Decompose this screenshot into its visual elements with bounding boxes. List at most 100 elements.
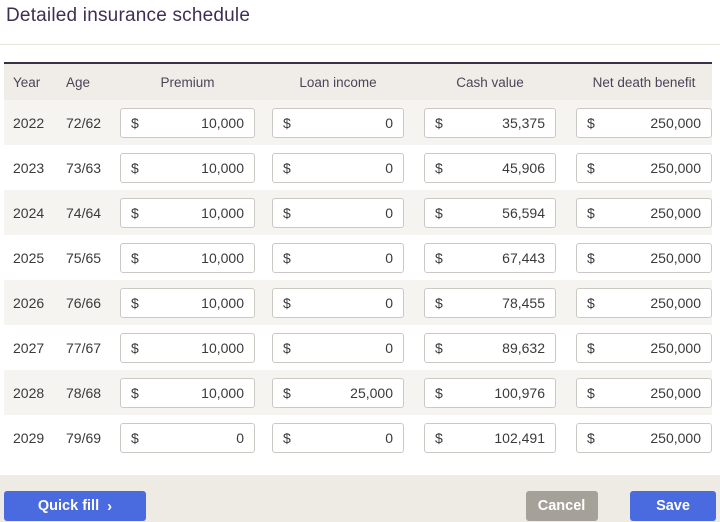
loan-income-input[interactable]: $ 0	[272, 107, 404, 138]
year-cell: 2022	[13, 114, 45, 131]
net-death-benefit-input[interactable]: $ 250,000	[576, 197, 712, 228]
cash-value-input[interactable]: $ 67,443	[424, 242, 556, 273]
currency-prefix: $	[131, 294, 139, 311]
year-cell: 2029	[13, 429, 45, 446]
modal-footer: Quick fill › Cancel Save	[0, 475, 720, 522]
table-row: 2029 79/69 $ 0 $ 0 $ 102,491 $ 250,000	[4, 415, 712, 456]
quick-fill-button[interactable]: Quick fill ›	[4, 491, 146, 521]
cash-value-value: 78,455	[502, 294, 545, 311]
currency-prefix: $	[587, 114, 595, 131]
premium-value: 10,000	[201, 339, 244, 356]
loan-income-value: 0	[385, 294, 393, 311]
loan-income-value: 25,000	[350, 384, 393, 401]
currency-prefix: $	[131, 429, 139, 446]
chevron-right-icon: ›	[107, 497, 113, 515]
age-cell: 75/65	[66, 249, 102, 266]
premium-value: 10,000	[201, 204, 244, 221]
net-death-benefit-value: 250,000	[650, 294, 701, 311]
header-cash-value: Cash value	[456, 74, 524, 90]
net-death-benefit-value: 250,000	[650, 384, 701, 401]
table-row: 2027 77/67 $ 10,000 $ 0 $ 89,632 $ 250,0…	[4, 325, 712, 370]
loan-income-input[interactable]: $ 0	[272, 287, 404, 318]
year-cell: 2025	[13, 249, 45, 266]
cash-value-input[interactable]: $ 56,594	[424, 197, 556, 228]
premium-input[interactable]: $ 10,000	[120, 377, 255, 408]
cash-value-input[interactable]: $ 35,375	[424, 107, 556, 138]
footer-action-group: Cancel Save	[525, 491, 716, 522]
loan-income-value: 0	[385, 429, 393, 446]
age-cell: 79/69	[66, 429, 102, 446]
loan-income-input[interactable]: $ 0	[272, 332, 404, 363]
currency-prefix: $	[435, 339, 443, 356]
age-cell: 78/68	[66, 384, 102, 401]
currency-prefix: $	[587, 159, 595, 176]
net-death-benefit-input[interactable]: $ 250,000	[576, 332, 712, 363]
age-cell: 74/64	[66, 204, 102, 221]
premium-input[interactable]: $ 0	[120, 422, 255, 453]
loan-income-input[interactable]: $ 0	[272, 197, 404, 228]
premium-input[interactable]: $ 10,000	[120, 242, 255, 273]
currency-prefix: $	[283, 384, 291, 401]
cash-value-input[interactable]: $ 102,491	[424, 422, 556, 453]
year-cell: 2024	[13, 204, 45, 221]
net-death-benefit-value: 250,000	[650, 429, 701, 446]
loan-income-input[interactable]: $ 25,000	[272, 377, 404, 408]
premium-value: 10,000	[201, 294, 244, 311]
cancel-button[interactable]: Cancel	[525, 491, 598, 521]
net-death-benefit-input[interactable]: $ 250,000	[576, 107, 712, 138]
currency-prefix: $	[587, 384, 595, 401]
premium-input[interactable]: $ 10,000	[120, 107, 255, 138]
premium-input[interactable]: $ 10,000	[120, 152, 255, 183]
age-cell: 72/62	[66, 114, 102, 131]
premium-input[interactable]: $ 10,000	[120, 287, 255, 318]
loan-income-input[interactable]: $ 0	[272, 422, 404, 453]
net-death-benefit-input[interactable]: $ 250,000	[576, 377, 712, 408]
table-row: 2022 72/62 $ 10,000 $ 0 $ 35,375 $ 250,0…	[4, 100, 712, 145]
currency-prefix: $	[283, 294, 291, 311]
loan-income-value: 0	[385, 159, 393, 176]
table-row: 2023 73/63 $ 10,000 $ 0 $ 45,906 $ 250,0…	[4, 145, 712, 190]
net-death-benefit-value: 250,000	[650, 249, 701, 266]
premium-value: 10,000	[201, 249, 244, 266]
header-loan-income: Loan income	[299, 74, 377, 90]
loan-income-input[interactable]: $ 0	[272, 152, 404, 183]
age-cell: 76/66	[66, 294, 102, 311]
loan-income-value: 0	[385, 204, 393, 221]
cash-value-input[interactable]: $ 45,906	[424, 152, 556, 183]
premium-input[interactable]: $ 10,000	[120, 332, 255, 363]
currency-prefix: $	[435, 249, 443, 266]
net-death-benefit-input[interactable]: $ 250,000	[576, 152, 712, 183]
header-age: Age	[66, 74, 91, 90]
cash-value-value: 100,976	[494, 384, 545, 401]
currency-prefix: $	[587, 294, 595, 311]
net-death-benefit-input[interactable]: $ 250,000	[576, 287, 712, 318]
page-title: Detailed insurance schedule	[6, 5, 251, 26]
save-button[interactable]: Save	[630, 491, 716, 521]
net-death-benefit-input[interactable]: $ 250,000	[576, 242, 712, 273]
year-cell: 2023	[13, 159, 45, 176]
currency-prefix: $	[587, 204, 595, 221]
loan-income-input[interactable]: $ 0	[272, 242, 404, 273]
cash-value-input[interactable]: $ 78,455	[424, 287, 556, 318]
loan-income-value: 0	[385, 339, 393, 356]
year-cell: 2027	[13, 339, 45, 356]
header-premium: Premium	[160, 74, 215, 90]
net-death-benefit-input[interactable]: $ 250,000	[576, 422, 712, 453]
currency-prefix: $	[435, 159, 443, 176]
cash-value-value: 56,594	[502, 204, 545, 221]
currency-prefix: $	[283, 429, 291, 446]
currency-prefix: $	[131, 384, 139, 401]
currency-prefix: $	[131, 159, 139, 176]
currency-prefix: $	[131, 114, 139, 131]
cash-value-input[interactable]: $ 100,976	[424, 377, 556, 408]
currency-prefix: $	[131, 204, 139, 221]
cash-value-input[interactable]: $ 89,632	[424, 332, 556, 363]
premium-value: 10,000	[201, 384, 244, 401]
header-net-death-benefit: Net death benefit	[592, 74, 696, 90]
cash-value-value: 45,906	[502, 159, 545, 176]
table-row: 2025 75/65 $ 10,000 $ 0 $ 67,443 $ 250,0…	[4, 235, 712, 280]
premium-input[interactable]: $ 10,000	[120, 197, 255, 228]
quick-fill-label: Quick fill	[37, 498, 100, 514]
net-death-benefit-value: 250,000	[650, 339, 701, 356]
loan-income-value: 0	[385, 114, 393, 131]
